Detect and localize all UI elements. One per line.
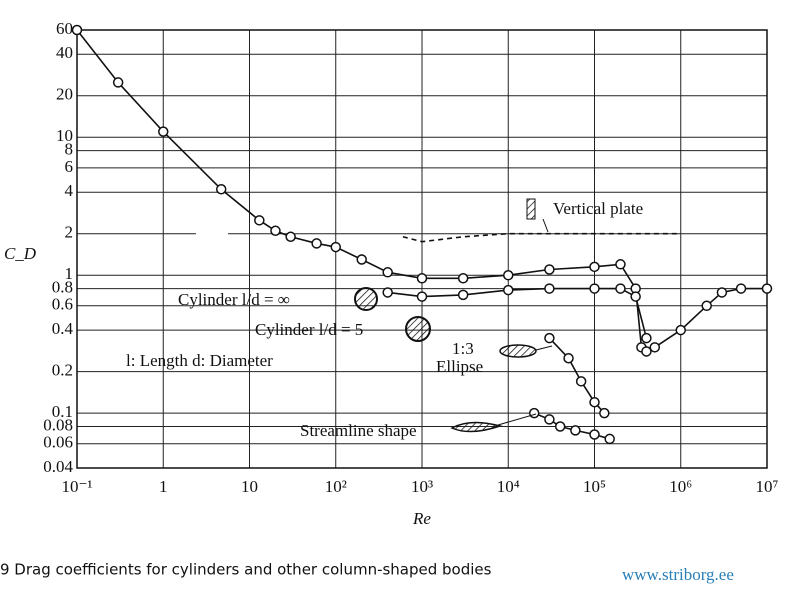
plot-frame [76, 29, 768, 469]
data-point [457, 289, 469, 301]
data-point [589, 261, 600, 273]
annotation: Cylinder l/d = ∞ [178, 290, 290, 309]
annotation: l: Length d: Diameter [126, 351, 273, 370]
y-tick-label: 40 [56, 43, 73, 62]
data-point [382, 287, 393, 298]
data-point [649, 342, 661, 353]
series-line [402, 232, 681, 243]
x-tick-label: 10³ [411, 477, 433, 496]
cylinder-icon [354, 287, 378, 311]
data-point [544, 264, 555, 275]
data-point [589, 396, 600, 408]
data-point [330, 241, 341, 253]
y-tick-label: 4 [65, 181, 74, 200]
data-point [254, 215, 265, 226]
data-point [356, 254, 367, 265]
annotation: 1:3 [452, 339, 474, 358]
data-point [382, 267, 393, 278]
data-point [270, 225, 281, 237]
streamline-icon [450, 421, 503, 433]
data-point [615, 283, 626, 294]
data-point [544, 414, 555, 425]
data-point [761, 283, 773, 294]
x-tick-label: 10⁴ [497, 477, 520, 496]
data-point [641, 346, 652, 357]
x-tick-label: 10⁷ [756, 477, 779, 496]
plate-icon [526, 198, 536, 220]
data-point [503, 269, 514, 281]
x-tick-label: 10² [325, 477, 347, 496]
leader [497, 413, 537, 426]
data-point [544, 283, 555, 294]
y-tick-label: 1 [65, 264, 74, 283]
data-point [570, 425, 581, 436]
x-tick-label: 1 [159, 477, 168, 496]
data-point [71, 24, 83, 36]
x-axis-label: Re [412, 509, 431, 528]
y-tick-label: 8 [65, 140, 74, 159]
x-tick-label: 10⁶ [669, 477, 692, 496]
data-point [285, 231, 296, 243]
leader [542, 218, 549, 233]
data-point [615, 259, 626, 270]
annotation: Vertical plate [553, 199, 643, 218]
cylinder-icon [405, 316, 431, 342]
x-tick-label: 10 [241, 477, 258, 496]
y-tick-label: 0.04 [43, 457, 73, 476]
annotation: Streamline shape [300, 421, 417, 440]
data-point [641, 332, 652, 344]
y-axis-label: C_D [4, 244, 37, 263]
y-tick-label: 20 [56, 85, 73, 104]
data-point [589, 429, 600, 440]
x-tick-label: 10⁵ [583, 477, 606, 496]
data-point [215, 184, 227, 195]
y-tick-label: 60 [56, 19, 73, 38]
y-tick-label: 10 [56, 126, 73, 145]
y-tick-label: 0.2 [52, 361, 73, 380]
annotation: Ellipse [436, 357, 483, 376]
leader [535, 345, 553, 351]
caption: 9 Drag coefficients for cylinders and ot… [0, 561, 492, 579]
watermark: www.striborg.ee [622, 565, 734, 584]
ellipse-icon [499, 344, 537, 358]
data-point [563, 352, 574, 364]
x-tick-label: 10⁻¹ [61, 477, 92, 496]
data-point [599, 407, 610, 419]
y-tick-label: 0.6 [52, 295, 73, 314]
data-point [457, 273, 469, 284]
data-point [544, 332, 555, 344]
y-tick-label: 0.08 [43, 415, 73, 434]
y-tick-label: 0.4 [52, 319, 74, 338]
y-tick-label: 6 [65, 157, 74, 176]
data-point [503, 284, 514, 296]
data-point [716, 287, 728, 298]
data-point [589, 283, 600, 294]
data-point [311, 238, 322, 249]
y-tick-label: 2 [65, 223, 74, 242]
y-tick-label: 0.8 [52, 277, 73, 296]
y-tick-label: 0.06 [43, 433, 73, 452]
data-point [675, 324, 686, 336]
data-point [416, 273, 428, 284]
data-point [112, 77, 124, 88]
data-point [416, 291, 428, 302]
data-point [158, 126, 169, 137]
data-point [604, 433, 615, 445]
data-point [735, 283, 747, 294]
data-point [528, 407, 540, 419]
data-point [575, 376, 587, 387]
data-point [630, 291, 641, 302]
data-point [701, 300, 712, 312]
y-tick-label: 0.1 [52, 402, 73, 421]
data-point [554, 421, 566, 432]
annotation: Cylinder l/d = 5 [255, 320, 363, 339]
